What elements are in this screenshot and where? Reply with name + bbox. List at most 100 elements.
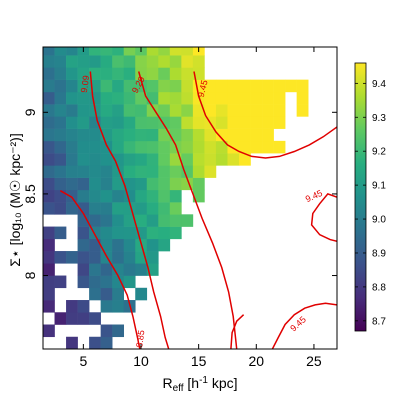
- heatmap-cell: [43, 153, 55, 166]
- heatmap-cell: [146, 177, 159, 191]
- contour-lines: [59, 71, 337, 349]
- heatmap-cell: [112, 275, 125, 289]
- heatmap-cell: [66, 104, 78, 117]
- heatmap-cell: [77, 312, 90, 325]
- heatmap-cell: [239, 91, 251, 105]
- heatmap-cell: [146, 128, 159, 142]
- heatmap-cell: [66, 47, 78, 56]
- heatmap-cell: [146, 153, 159, 166]
- contour-line: [89, 71, 170, 349]
- heatmap-cell: [100, 336, 113, 349]
- heatmap-cell: [100, 55, 113, 68]
- heatmap-cell: [158, 214, 171, 227]
- heatmap-cell: [135, 202, 148, 215]
- heatmap-cell: [146, 251, 159, 264]
- contour-line: [310, 193, 337, 243]
- heatmap-cell: [227, 104, 240, 117]
- heatmap-cell: [66, 153, 78, 166]
- heatmap-cell: [192, 116, 205, 129]
- heatmap-cell: [146, 189, 159, 203]
- heatmap-cell: [296, 79, 309, 93]
- heatmap-cell: [100, 91, 113, 105]
- heatmap-cell: [158, 91, 171, 105]
- heatmap-cell: [135, 116, 148, 129]
- colorbar-tick-label: 9.1: [372, 181, 386, 192]
- heatmap-cell: [54, 153, 67, 166]
- heatmap-cell: [43, 165, 55, 178]
- heatmap-cell: [123, 214, 136, 227]
- heatmap-cell: [135, 79, 148, 93]
- heatmap-cell: [77, 202, 90, 215]
- heatmap-cell: [54, 79, 67, 93]
- heatmap-cell: [89, 226, 101, 240]
- heatmap-cell: [43, 79, 55, 93]
- heatmap-cell: [158, 189, 171, 203]
- heatmap-cell: [215, 140, 228, 154]
- heatmap-cell: [123, 91, 136, 105]
- heatmap-cell: [146, 55, 159, 68]
- heatmap-cell: [296, 91, 309, 105]
- heatmap-cell: [89, 214, 101, 227]
- x-axis-label: Reff [h-1 kpc]: [162, 375, 237, 394]
- heatmap-cell: [215, 128, 228, 142]
- heatmap-cell: [181, 55, 194, 68]
- contour-line: [230, 314, 245, 349]
- x-axis-label-end: kpc]: [208, 375, 238, 391]
- heatmap-cell: [262, 104, 274, 117]
- heatmap-cell: [100, 300, 113, 313]
- colorbar-tick-label: 9.4: [372, 79, 386, 90]
- heatmap-cell: [89, 177, 101, 191]
- heatmap-cell: [192, 55, 205, 68]
- heatmap-cell: [112, 67, 125, 80]
- heatmap-cell: [273, 104, 286, 117]
- heatmap-cell: [77, 275, 90, 289]
- heatmap-cell: [100, 275, 113, 289]
- heatmap-cell: [112, 116, 125, 129]
- heatmap-cell: [123, 55, 136, 68]
- heatmap-cell: [43, 47, 55, 56]
- heatmap-cell: [112, 47, 125, 56]
- heatmap-cell: [54, 128, 67, 142]
- heatmap-cell: [146, 202, 159, 215]
- heatmap-cell: [100, 177, 113, 191]
- heatmap-cell: [181, 104, 194, 117]
- heatmap-cell: [135, 165, 148, 178]
- heatmap-cell: [239, 104, 251, 117]
- heatmap-cell: [89, 140, 101, 154]
- heatmap-cell: [169, 79, 182, 93]
- heatmap-cell: [100, 324, 113, 338]
- heatmap-cell: [66, 116, 78, 129]
- heatmap-cell: [158, 202, 171, 215]
- heatmap-cell: [146, 116, 159, 129]
- heatmap-cell: [215, 104, 228, 117]
- heatmap-cell: [227, 91, 240, 105]
- heatmap-cell: [77, 91, 90, 105]
- heatmap-cell: [100, 226, 113, 240]
- heatmap-cell: [43, 104, 55, 117]
- heatmap-cell: [66, 336, 78, 349]
- heatmap-cell: [123, 165, 136, 178]
- heatmap-cell: [204, 128, 217, 142]
- heatmap-cell: [66, 312, 78, 325]
- heatmap-cell: [181, 47, 194, 56]
- heatmap-cell: [135, 140, 148, 154]
- heatmap-cell: [273, 91, 286, 105]
- heatmap-cell: [43, 140, 55, 154]
- heatmap-cell: [66, 300, 78, 313]
- heatmap-cell: [146, 226, 159, 240]
- heatmap-cell: [135, 67, 148, 80]
- heatmap-cell: [89, 153, 101, 166]
- colorbar-tick-label: 9.3: [372, 113, 386, 124]
- heatmap-cell: [169, 214, 182, 227]
- heatmap-cell: [66, 202, 78, 215]
- heatmap-cell: [112, 202, 125, 215]
- y-tick-label: 8: [22, 271, 38, 279]
- heatmap-cell: [43, 116, 55, 129]
- contour-line: [193, 71, 337, 159]
- heatmap-cell: [54, 47, 67, 56]
- colorbar: [354, 62, 367, 332]
- heatmap-cell: [100, 140, 113, 154]
- heatmap-cell: [123, 140, 136, 154]
- heatmap-cell: [123, 104, 136, 117]
- heatmap-cell: [158, 128, 171, 142]
